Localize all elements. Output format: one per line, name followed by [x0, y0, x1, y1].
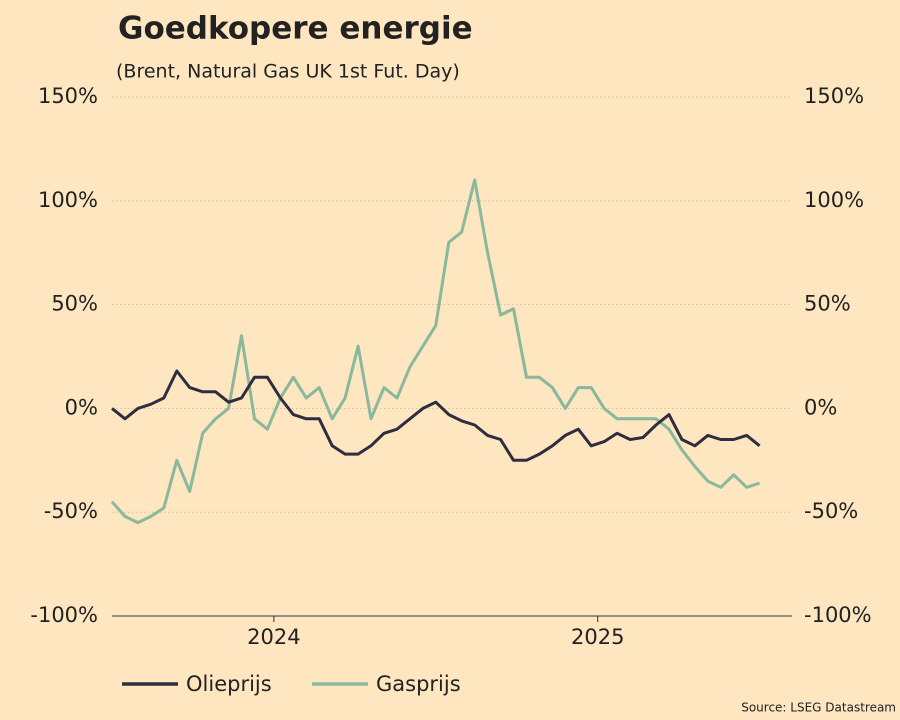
x-tick-label: 2024 [247, 625, 300, 649]
chart-title: Goedkopere energie [118, 11, 473, 47]
line-series [111, 369, 761, 462]
y2-tick-label: -50% [804, 499, 858, 523]
y-tick-label: -100% [30, 603, 98, 627]
legend-label: Olieprijs [186, 672, 272, 696]
y-tick-label: 0% [65, 395, 98, 419]
y2-tick-label: 50% [804, 292, 851, 316]
y2-tick-label: 150% [804, 84, 864, 108]
y2-tick-label: -100% [804, 603, 872, 627]
y-tick-label: 150% [38, 84, 98, 108]
source: Source: LSEG Datastream [741, 701, 896, 715]
legend-label: Gasprijs [376, 672, 461, 696]
y2-tick-label: 0% [804, 395, 837, 419]
y-tick-label: 100% [38, 188, 98, 212]
chart-subtitle: (Brent, Natural Gas UK 1st Fut. Day) [116, 61, 460, 83]
line-series [110, 178, 761, 525]
y2-tick-label: 100% [804, 188, 864, 212]
y-tick-label: 50% [51, 292, 98, 316]
x-tick-label: 2025 [571, 625, 624, 649]
y-tick-label: -50% [44, 499, 98, 523]
